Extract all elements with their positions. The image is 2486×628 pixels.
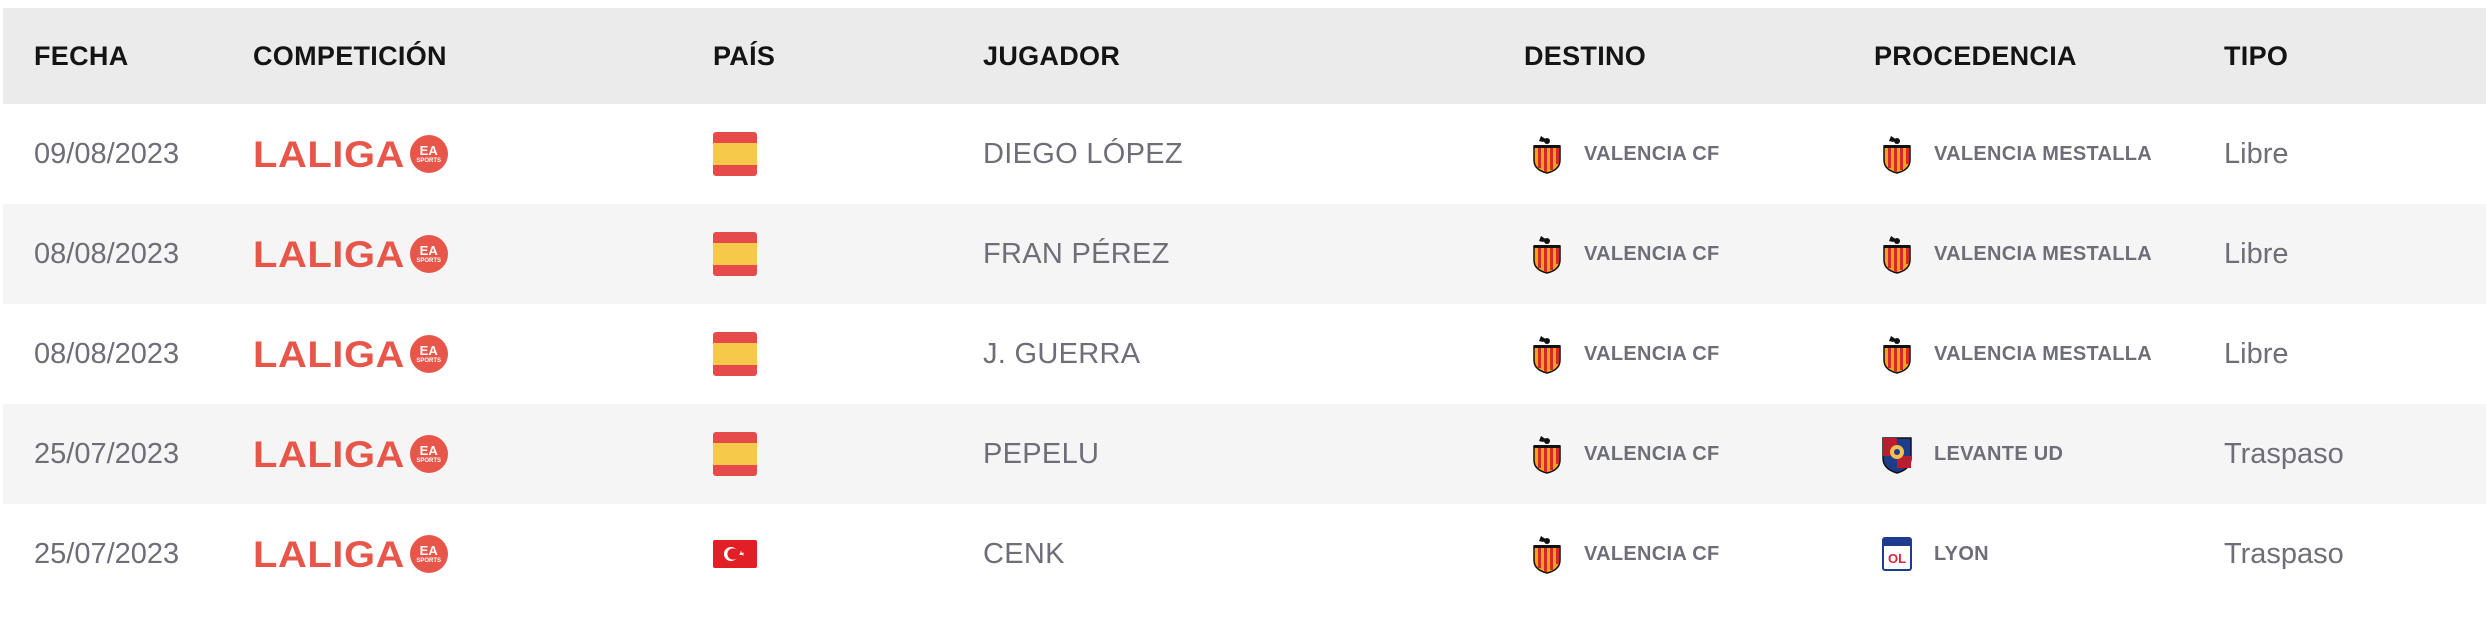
turkey-flag-icon — [713, 540, 757, 568]
levante-crest-icon — [1882, 437, 1912, 474]
transfers-table: FECHA COMPETICIÓN PAÍS JUGADOR DESTINO P… — [3, 8, 2486, 604]
spain-flag-icon — [713, 232, 757, 276]
origin-cell[interactable]: OL LYON — [1880, 504, 1989, 604]
date-cell: 08/08/2023 — [34, 237, 180, 270]
origin-team-name: LYON — [1934, 542, 1989, 565]
origin-cell[interactable]: VALENCIA MESTALLA — [1880, 104, 2152, 204]
table-row[interactable]: 25/07/2023 LALIGA EA SPORTS PEPELU VALENC… — [3, 404, 2486, 504]
origin-team-name: VALENCIA MESTALLA — [1934, 242, 2153, 265]
spain-flag-icon — [713, 132, 757, 176]
origin-cell[interactable]: LEVANTE UD — [1880, 404, 2063, 504]
laliga-logo: LALIGA EA SPORTS — [253, 135, 448, 173]
header-destino[interactable]: DESTINO — [1524, 41, 1647, 71]
player-name[interactable]: CENK — [983, 537, 1065, 570]
valencia-crest-icon — [1533, 136, 1561, 174]
origin-cell[interactable]: VALENCIA MESTALLA — [1880, 304, 2152, 404]
player-name[interactable]: J. GUERRA — [983, 337, 1141, 370]
table-row[interactable]: 08/08/2023 LALIGA EA SPORTS J. GUERRA VAL… — [3, 304, 2486, 404]
origin-team-name: LEVANTE UD — [1934, 442, 2064, 465]
date-cell: 08/08/2023 — [34, 337, 180, 370]
destination-cell[interactable]: VALENCIA CF — [1530, 104, 1720, 204]
valencia-crest-icon — [1883, 236, 1911, 274]
svg-text:OL: OL — [1888, 551, 1906, 566]
table-body: 09/08/2023 LALIGA EA SPORTS DIEGO LÓPEZ V… — [3, 104, 2486, 604]
competition-cell[interactable]: LALIGA EA SPORTS — [253, 304, 448, 404]
competition-cell[interactable]: LALIGA EA SPORTS — [253, 104, 448, 204]
transfer-type: Libre — [2224, 337, 2289, 370]
destination-team-name: VALENCIA CF — [1584, 542, 1720, 565]
origin-team-name: VALENCIA MESTALLA — [1934, 142, 2153, 165]
destination-cell[interactable]: VALENCIA CF — [1530, 304, 1720, 404]
laliga-wordmark: LALIGA — [253, 333, 405, 375]
ea-sports-icon: EA SPORTS — [409, 335, 448, 373]
table-row[interactable]: 09/08/2023 LALIGA EA SPORTS DIEGO LÓPEZ V… — [3, 104, 2486, 204]
header-competicion[interactable]: COMPETICIÓN — [253, 41, 447, 71]
transfer-type: Traspaso — [2224, 437, 2344, 470]
transfer-type: Libre — [2224, 137, 2289, 170]
destination-cell[interactable]: VALENCIA CF — [1530, 204, 1720, 304]
date-cell: 25/07/2023 — [34, 537, 180, 570]
laliga-wordmark: LALIGA — [253, 233, 405, 275]
header-pais[interactable]: PAÍS — [713, 41, 776, 71]
laliga-wordmark: LALIGA — [253, 133, 405, 175]
destination-team-name: VALENCIA CF — [1584, 142, 1720, 165]
valencia-crest-icon — [1883, 136, 1911, 174]
destination-team-name: VALENCIA CF — [1584, 342, 1720, 365]
ea-sports-icon: EA SPORTS — [409, 135, 448, 173]
header-fecha[interactable]: FECHA — [34, 41, 129, 71]
date-cell: 09/08/2023 — [34, 137, 180, 170]
header-procedencia[interactable]: PROCEDENCIA — [1874, 41, 2077, 71]
ea-sports-icon: EA SPORTS — [409, 235, 448, 273]
header-jugador[interactable]: JUGADOR — [983, 41, 1121, 71]
country-cell — [713, 104, 757, 204]
header-tipo[interactable]: TIPO — [2224, 41, 2289, 71]
spain-flag-icon — [713, 332, 757, 376]
laliga-logo: LALIGA EA SPORTS — [253, 435, 448, 473]
valencia-crest-icon — [1533, 536, 1561, 574]
laliga-wordmark: LALIGA — [253, 433, 405, 475]
laliga-logo: LALIGA EA SPORTS — [253, 335, 448, 373]
player-name[interactable]: DIEGO LÓPEZ — [983, 137, 1183, 170]
laliga-logo: LALIGA EA SPORTS — [253, 535, 448, 573]
valencia-crest-icon — [1533, 236, 1561, 274]
ea-sports-icon: EA SPORTS — [409, 535, 448, 573]
player-name[interactable]: FRAN PÉREZ — [983, 237, 1170, 270]
table-row[interactable]: 25/07/2023 LALIGA EA SPORTS CENK VALENCIA… — [3, 504, 2486, 604]
competition-cell[interactable]: LALIGA EA SPORTS — [253, 204, 448, 304]
country-cell — [713, 404, 757, 504]
destination-team-name: VALENCIA CF — [1584, 442, 1720, 465]
laliga-wordmark: LALIGA — [253, 533, 405, 575]
spain-flag-icon — [713, 432, 757, 476]
laliga-logo: LALIGA EA SPORTS — [253, 235, 448, 273]
transfer-type: Libre — [2224, 237, 2289, 270]
lyon-crest-icon: OL — [1882, 537, 1912, 571]
country-cell — [713, 304, 757, 404]
player-name[interactable]: PEPELU — [983, 437, 1100, 470]
destination-cell[interactable]: VALENCIA CF — [1530, 404, 1720, 504]
origin-cell[interactable]: VALENCIA MESTALLA — [1880, 204, 2152, 304]
country-cell — [713, 204, 757, 304]
origin-team-name: VALENCIA MESTALLA — [1934, 342, 2153, 365]
competition-cell[interactable]: LALIGA EA SPORTS — [253, 504, 448, 604]
date-cell: 25/07/2023 — [34, 437, 180, 470]
ea-sports-icon: EA SPORTS — [409, 435, 448, 473]
valencia-crest-icon — [1883, 336, 1911, 374]
destination-cell[interactable]: VALENCIA CF — [1530, 504, 1720, 604]
valencia-crest-icon — [1533, 336, 1561, 374]
table-header: FECHA COMPETICIÓN PAÍS JUGADOR DESTINO P… — [3, 8, 2486, 104]
destination-team-name: VALENCIA CF — [1584, 242, 1720, 265]
transfer-type: Traspaso — [2224, 537, 2344, 570]
table-row[interactable]: 08/08/2023 LALIGA EA SPORTS FRAN PÉREZ VA… — [3, 204, 2486, 304]
valencia-crest-icon — [1533, 436, 1561, 474]
country-cell — [713, 504, 757, 604]
competition-cell[interactable]: LALIGA EA SPORTS — [253, 404, 448, 504]
